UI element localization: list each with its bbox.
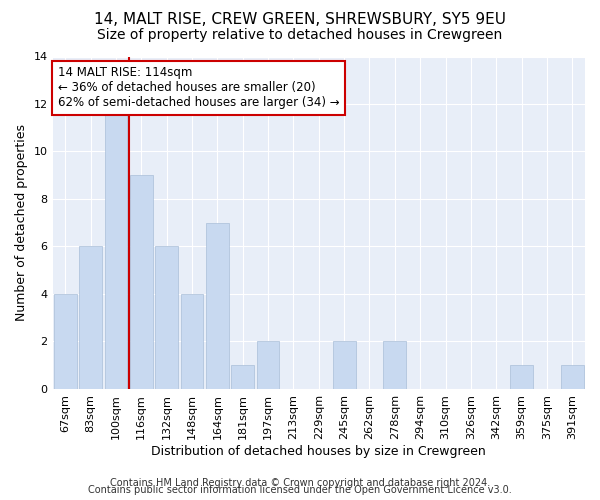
Bar [181,294,203,389]
Text: 14 MALT RISE: 114sqm
← 36% of detached houses are smaller (20)
62% of semi-detac: 14 MALT RISE: 114sqm ← 36% of detached h… [58,66,340,110]
Bar [54,294,77,389]
Bar [257,342,280,389]
Bar [155,246,178,389]
Bar [130,175,152,389]
Bar [231,365,254,389]
Bar [333,342,356,389]
Text: Size of property relative to detached houses in Crewgreen: Size of property relative to detached ho… [97,28,503,42]
X-axis label: Distribution of detached houses by size in Crewgreen: Distribution of detached houses by size … [151,444,486,458]
Bar [79,246,102,389]
Text: 14, MALT RISE, CREW GREEN, SHREWSBURY, SY5 9EU: 14, MALT RISE, CREW GREEN, SHREWSBURY, S… [94,12,506,28]
Bar [510,365,533,389]
Bar [104,104,127,389]
Y-axis label: Number of detached properties: Number of detached properties [15,124,28,321]
Bar [383,342,406,389]
Text: Contains public sector information licensed under the Open Government Licence v3: Contains public sector information licen… [88,485,512,495]
Text: Contains HM Land Registry data © Crown copyright and database right 2024.: Contains HM Land Registry data © Crown c… [110,478,490,488]
Bar [206,222,229,389]
Bar [561,365,584,389]
